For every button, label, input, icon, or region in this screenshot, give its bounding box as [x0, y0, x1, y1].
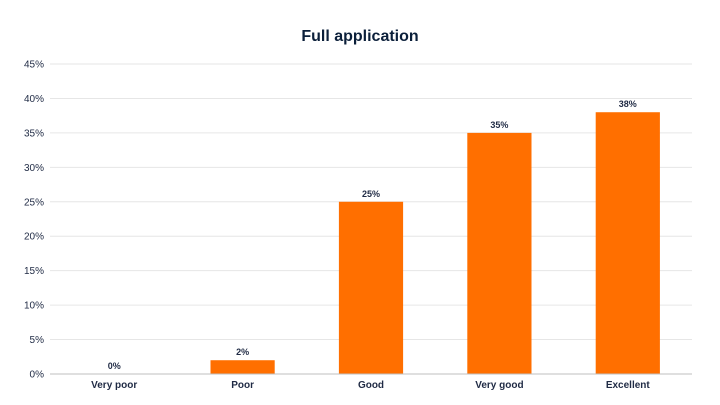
x-tick-label: Excellent: [606, 380, 651, 391]
x-tick-label: Very good: [475, 380, 523, 391]
data-label: 25%: [362, 189, 380, 199]
y-tick-label: 45%: [24, 60, 44, 71]
y-tick-label: 25%: [24, 197, 44, 208]
y-tick-label: 15%: [24, 266, 44, 277]
y-tick-label: 10%: [24, 301, 44, 312]
y-tick-label: 0%: [30, 370, 45, 381]
data-label: 0%: [108, 361, 121, 371]
chart-title: Full application: [301, 28, 419, 45]
bar-very-good: [467, 132, 532, 374]
bar-poor: [210, 360, 275, 374]
x-tick-label: Good: [358, 380, 384, 391]
y-tick-label: 20%: [24, 232, 44, 243]
y-axis-ticks: 0% 5% 10% 15% 20% 25% 30% 35% 40% 45%: [24, 60, 44, 381]
y-tick-label: 35%: [24, 128, 44, 139]
bar-good: [338, 201, 404, 374]
x-tick-label: Very poor: [91, 380, 137, 391]
x-axis-ticks: Very poor Poor Good Very good Excellent: [91, 380, 650, 391]
y-tick-label: 40%: [24, 94, 44, 105]
y-tick-label: 5%: [30, 335, 45, 346]
bar-excellent: [595, 112, 660, 374]
y-tick-label: 30%: [24, 163, 44, 174]
data-label: 35%: [490, 120, 508, 130]
data-labels: 0% 2% 25% 35% 38%: [108, 99, 637, 371]
x-tick-label: Poor: [231, 380, 254, 391]
data-label: 2%: [236, 347, 249, 357]
bars: [210, 112, 660, 374]
data-label: 38%: [619, 99, 637, 109]
